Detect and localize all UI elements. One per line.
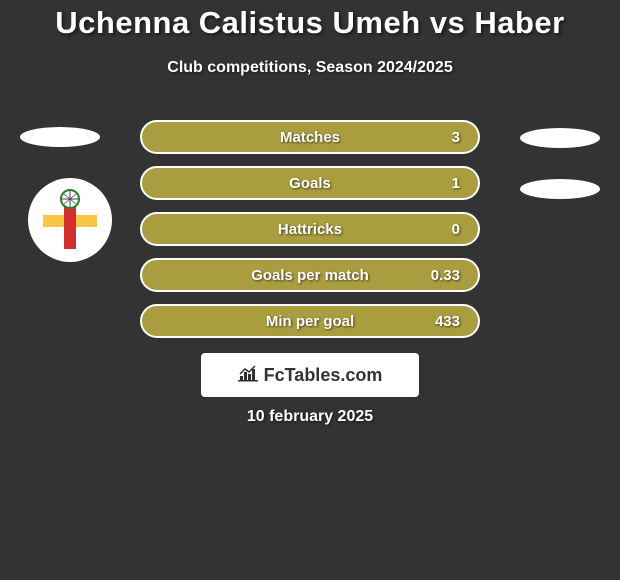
infographic-container: Uchenna Calistus Umeh vs Haber Club comp… xyxy=(0,0,620,580)
logo-box: FcTables.com xyxy=(201,353,419,397)
badge-inner xyxy=(37,187,103,253)
badge-svg xyxy=(37,187,103,253)
stat-value: 3 xyxy=(452,129,460,146)
stat-bar: Hattricks 0 xyxy=(140,212,480,246)
stat-label: Hattricks xyxy=(278,221,342,238)
stat-value: 0 xyxy=(452,221,460,238)
logo-text: FcTables.com xyxy=(264,365,383,386)
stat-value: 0.33 xyxy=(431,267,460,284)
stat-label: Matches xyxy=(280,129,340,146)
player-oval-right-1 xyxy=(520,128,600,148)
date-label: 10 february 2025 xyxy=(0,408,620,426)
stat-label: Goals per match xyxy=(251,267,369,284)
club-badge xyxy=(28,178,112,262)
stat-bar: Matches 3 xyxy=(140,120,480,154)
stat-value: 1 xyxy=(452,175,460,192)
stat-bar: Goals 1 xyxy=(140,166,480,200)
player-oval-left xyxy=(20,127,100,147)
stat-bar: Min per goal 433 xyxy=(140,304,480,338)
page-title: Uchenna Calistus Umeh vs Haber xyxy=(0,0,620,41)
stat-label: Min per goal xyxy=(266,313,354,330)
player-oval-right-2 xyxy=(520,179,600,199)
stats-panel: Matches 3 Goals 1 Hattricks 0 Goals per match 0… xyxy=(140,120,480,350)
stat-value: 433 xyxy=(435,313,460,330)
stat-label: Goals xyxy=(289,175,331,192)
subtitle: Club competitions, Season 2024/2025 xyxy=(0,59,620,77)
chart-icon xyxy=(238,364,260,387)
stat-bar: Goals per match 0.33 xyxy=(140,258,480,292)
